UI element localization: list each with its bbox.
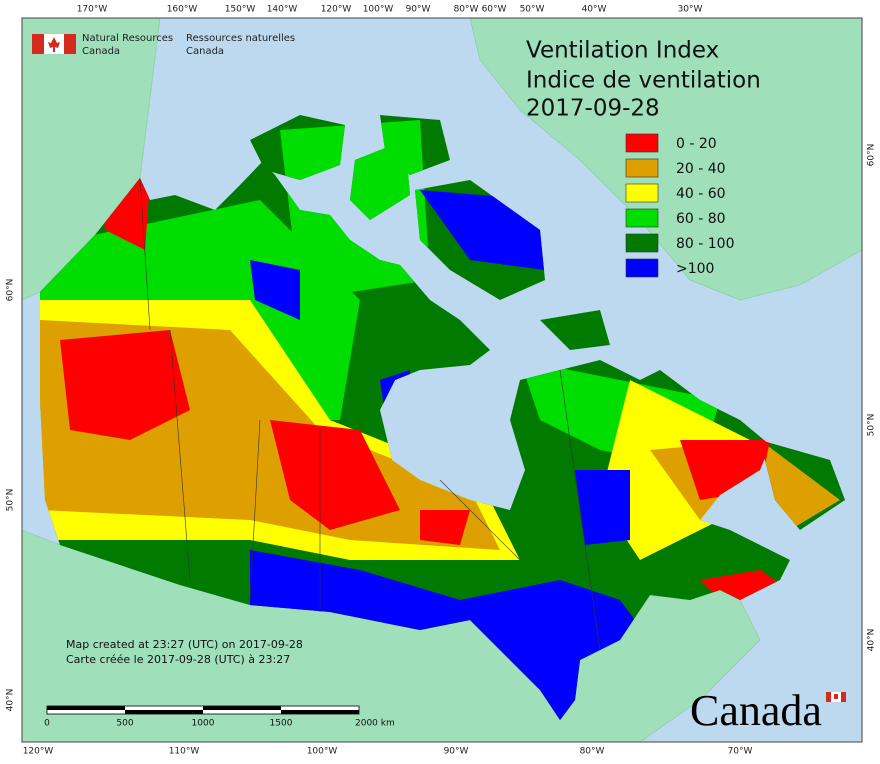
legend-label: 80 - 100: [676, 236, 735, 252]
legend-label: 40 - 60: [676, 186, 726, 202]
wordmark: Canada: [690, 686, 822, 735]
legend-swatch: [625, 183, 659, 203]
zone: [250, 190, 650, 720]
scale-bar: 0 500 1000 1500 2000 km: [44, 705, 395, 729]
zone: [40, 320, 840, 550]
lat-label: 50°N: [867, 414, 877, 437]
title: Ventilation Index: [526, 38, 719, 64]
header-text: Canada: [186, 46, 224, 57]
note: Map created at 23:27 (UTC) on 2017-09-28: [66, 638, 303, 651]
header-text: Ressources naturelles: [186, 33, 295, 44]
legend: 0 - 20 20 - 40 40 - 60 60 - 80 80 - 100 >100: [625, 133, 735, 278]
lon-label: 150°W: [225, 5, 256, 15]
scale-label: 1500: [270, 719, 293, 729]
legend-swatch: [625, 233, 659, 253]
lat-label: 60°N: [867, 144, 877, 167]
title: 2017-09-28: [526, 96, 660, 122]
legend-label: 20 - 40: [676, 161, 726, 177]
lon-label: 160°W: [167, 5, 198, 15]
lon-label: 90°W: [444, 747, 469, 757]
lon-label: 170°W: [77, 5, 108, 15]
boundaries: [139, 177, 601, 651]
title: Indice de ventilation: [526, 68, 761, 94]
map-body: [22, 18, 862, 742]
wordmark-flag: [826, 692, 846, 702]
frame: [21, 17, 863, 743]
nrcan-flag: [32, 34, 76, 54]
lon-label: 120°W: [321, 5, 352, 15]
lat-label: 40°N: [6, 689, 16, 712]
graticule-bottom: 120°W 110°W 100°W 90°W 80°W 70°W: [23, 747, 753, 757]
legend-label: 60 - 80: [676, 211, 726, 227]
lon-label: 80°W: [580, 747, 605, 757]
lon-label: 100°W: [307, 747, 338, 757]
lon-label: 50°W: [520, 5, 545, 15]
legend-label: >100: [676, 261, 714, 277]
graticule-top: 170°W 160°W 150°W 140°W 120°W 100°W 90°W…: [77, 5, 703, 15]
lon-label: 140°W: [267, 5, 298, 15]
scale-label: 0: [44, 719, 50, 729]
graticule-right: 60°N 50°N 40°N: [867, 144, 877, 652]
header-text: Natural Resources: [82, 33, 173, 44]
legend-swatch: [625, 158, 659, 178]
greenland: [469, 18, 862, 301]
lat-label: 50°N: [6, 489, 16, 512]
lon-label: 80°W: [454, 5, 479, 15]
graticule-left: 60°N 50°N 40°N: [6, 279, 16, 712]
legend-swatch: [625, 133, 659, 153]
note: Carte créée le 2017-09-28 (UTC) à 23:27: [66, 653, 290, 666]
scale-label: 2000 km: [355, 719, 395, 729]
lon-label: 70°W: [728, 747, 753, 757]
lon-label: 110°W: [169, 747, 200, 757]
header-text: Canada: [82, 46, 120, 57]
scale-label: 500: [116, 719, 133, 729]
legend-label: 0 - 20: [676, 136, 717, 152]
lon-label: 60°W: [482, 5, 507, 15]
lon-label: 100°W: [363, 5, 394, 15]
lat-label: 40°N: [867, 629, 877, 652]
scale-label: 1000: [192, 719, 215, 729]
lon-label: 120°W: [23, 747, 54, 757]
lon-label: 90°W: [406, 5, 431, 15]
legend-swatch: [625, 258, 659, 278]
lon-label: 30°W: [678, 5, 703, 15]
legend-swatch: [625, 208, 659, 228]
lon-label: 40°W: [582, 5, 607, 15]
lat-label: 60°N: [6, 279, 16, 302]
